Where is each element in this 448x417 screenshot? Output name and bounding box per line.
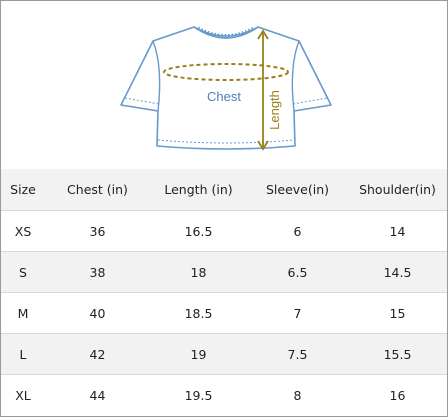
t-shirt-illustration: Chest Length [1,1,447,169]
table-row: XS 36 16.5 6 14 [1,210,447,252]
length-label: Length [267,90,282,130]
header-chest: Chest (in) [45,169,150,211]
right-sleeve-seam [291,40,300,112]
right-sleeve-hem [292,97,328,105]
cell-length: 16.5 [150,210,247,252]
collar-outer [193,26,259,39]
collar-ribbing [197,26,255,37]
left-sleeve-hem [124,97,160,105]
cell-shoulder: 15.5 [348,333,447,375]
cell-length: 19 [150,333,247,375]
cell-chest: 36 [45,210,150,252]
cell-sleeve: 7 [247,292,348,334]
cell-size: XL [15,387,31,403]
t-shirt-outline [120,26,332,150]
cell-shoulder: 16 [389,387,406,403]
bottom-hem [157,139,295,144]
cell-size: M [1,292,45,334]
cell-sleeve: 8 [293,387,302,403]
cell-length: 18 [150,251,247,293]
cell-chest: 38 [45,251,150,293]
header-size: Size [1,169,45,211]
length-arrow-bottom [257,140,269,151]
size-chart-table: Size Chest (in) Length (in) Sleeve(in) S… [1,169,447,415]
cell-chest: 44 [89,387,106,403]
cell-sleeve: 6 [247,210,348,252]
header-shoulder: Shoulder(in) [348,169,447,211]
t-shirt-diagram: Chest Length [120,26,332,151]
table-row: S 38 18 6.5 14.5 [1,251,447,293]
table-header-row: Size Chest (in) Length (in) Sleeve(in) S… [1,169,447,211]
left-sleeve-seam [152,40,161,112]
cell-shoulder: 14.5 [348,251,447,293]
cell-sleeve: 6.5 [247,251,348,293]
cell-chest: 40 [45,292,150,334]
cell-shoulder: 14 [348,210,447,252]
chest-label: Chest [207,89,241,104]
chest-measure-ellipse [163,63,289,81]
header-sleeve: Sleeve(in) [247,169,348,211]
table-row: L 42 19 7.5 15.5 [1,333,447,375]
cell-sleeve: 7.5 [247,333,348,375]
length-arrow-top [257,29,269,40]
cell-length: 18.5 [150,292,247,334]
cell-size: XS [1,210,45,252]
cell-size: L [1,333,45,375]
header-length: Length (in) [150,169,247,211]
cell-length: 19.5 [184,387,213,403]
cell-size: S [1,251,45,293]
table-row: XL 44 19.5 8 16 [1,375,447,416]
cell-chest: 42 [45,333,150,375]
cell-shoulder: 15 [348,292,447,334]
table-row: M 40 18.5 7 15 [1,292,447,334]
